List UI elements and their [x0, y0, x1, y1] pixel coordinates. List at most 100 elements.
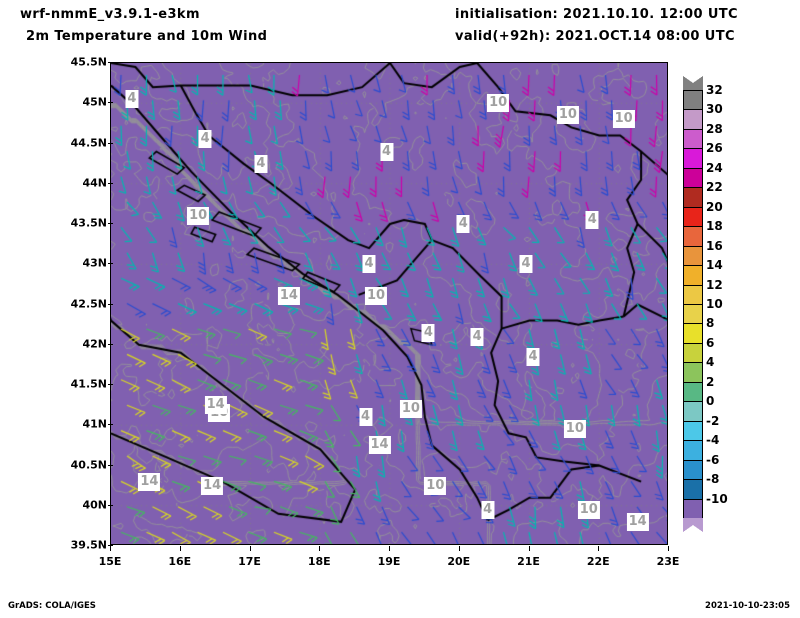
colorbar-tick-label: 16: [706, 238, 723, 253]
y-tick-label: 40N: [82, 498, 107, 512]
colorbar-tick-label: 26: [706, 141, 723, 156]
contour-value-label: 4: [362, 255, 376, 274]
x-tick-mark: [389, 546, 390, 551]
contour-value-label: 14: [204, 396, 227, 415]
colorbar-band: [683, 90, 703, 111]
y-tick-label: 42N: [82, 337, 107, 351]
temperature-wind-field: [111, 63, 667, 544]
contour-value-label: 10: [563, 420, 586, 439]
y-tick-mark: [108, 303, 113, 305]
x-tick-mark: [110, 546, 111, 551]
y-tick-mark: [108, 504, 113, 506]
colorbar-tick-label: 32: [706, 83, 723, 97]
contour-value-label: 4: [470, 327, 484, 346]
x-tick-mark: [458, 546, 460, 551]
x-tick-label: 21E: [517, 555, 540, 568]
colorbar-tick-label: 14: [706, 258, 723, 273]
contour-value-label: 4: [526, 347, 540, 366]
colorbar-band: [683, 226, 703, 247]
y-tick-label: 44N: [82, 176, 107, 190]
colorbar-band: [683, 304, 703, 325]
contour-value-label: 10: [399, 400, 422, 419]
colorbar-tick-label: 28: [706, 121, 723, 136]
contour-value-label: 14: [138, 472, 161, 491]
y-tick-label: 41N: [82, 417, 107, 431]
y-tick-label: 43N: [82, 256, 107, 270]
colorbar-tick-label: -2: [706, 413, 720, 428]
contour-value-label: 10: [556, 106, 579, 125]
contour-value-label: 14: [626, 512, 649, 531]
contour-value-label: 10: [365, 287, 388, 306]
x-axis: 15E 16E 17E 18E 19E 20E 21E 22E 23E: [99, 546, 679, 572]
y-tick-label: 40.5N: [70, 458, 107, 471]
contour-value-label: 14: [277, 287, 300, 306]
contour-value-label: 14: [368, 436, 391, 455]
colorbar-cap-bottom: [683, 518, 703, 532]
colorbar-labels: 32 30 28 26 24 22 20 18 16 14 12 10 8 6 4 2 0 -2 -4 -6 -8 -10: [706, 76, 766, 532]
model-title: wrf-nmmE_v3.9.1-e3km: [20, 7, 200, 22]
contour-value-label: 4: [125, 90, 139, 109]
contour-value-label: 4: [456, 215, 470, 233]
contour-value-label: 10: [577, 500, 600, 519]
colorbar-band: [683, 245, 703, 267]
colorbar-band: [683, 187, 703, 208]
colorbar-tick-label: 10: [706, 297, 723, 311]
map-plot-area[interactable]: 4444444444444410101010101010101010141414…: [110, 62, 668, 545]
x-tick-label: 19E: [377, 555, 401, 568]
colorbar-tick-label: 4: [706, 355, 715, 370]
contour-value-label: 10: [487, 94, 510, 113]
colorbar-band: [683, 109, 703, 130]
y-tick-label: 39.5N: [70, 538, 107, 552]
colorbar-band: [683, 401, 703, 422]
colorbar-tick-label: -8: [706, 472, 720, 487]
colorbar-band: [683, 206, 703, 228]
contour-value-label: 4: [198, 130, 212, 149]
x-tick-label: 18E: [307, 555, 331, 568]
field-title: 2m Temperature and 10m Wind: [26, 29, 268, 44]
y-tick-mark: [108, 424, 113, 426]
x-tick-mark: [249, 546, 251, 551]
y-axis: 39.5N 40N 40.5N 41N 41.5N 42N 42.5N 43N 43.5N 44N…: [0, 56, 113, 552]
y-tick-mark: [108, 464, 113, 466]
x-tick-label: 17E: [238, 555, 261, 568]
colorbar-band: [683, 381, 703, 403]
x-tick-mark: [668, 546, 669, 551]
colorbar-tick-label: -6: [706, 452, 720, 467]
initialisation-time: initialisation: 2021.10.10. 12:00 UTC: [455, 7, 738, 22]
colorbar-tick-label: 0: [706, 394, 715, 409]
footer-timestamp: 2021-10-10-23:05: [705, 601, 790, 611]
y-tick-mark: [108, 263, 113, 265]
y-tick-mark: [108, 182, 113, 184]
contour-value-label: 4: [519, 255, 533, 274]
colorbar-band: [683, 323, 703, 344]
colorbar-band: [683, 440, 703, 461]
colorbar-band: [683, 498, 703, 519]
colorbar-tick-label: 24: [706, 160, 723, 175]
y-tick-mark: [108, 102, 113, 104]
y-tick-mark: [108, 384, 113, 385]
y-tick-label: 41.5N: [70, 377, 107, 391]
y-tick-mark: [108, 142, 113, 144]
contour-value-label: 4: [421, 323, 435, 342]
valid-time: valid(+92h): 2021.OCT.14 08:00 UTC: [455, 29, 735, 44]
contour-value-label: 4: [481, 500, 495, 519]
colorbar-tick-label: -4: [706, 433, 720, 448]
colorbar-band: [683, 459, 703, 481]
x-tick-mark: [319, 546, 321, 551]
colorbar-band: [683, 265, 703, 286]
contour-value-label: 10: [187, 206, 210, 225]
contour-value-label: 10: [612, 110, 635, 129]
colorbar-tick-label: 18: [706, 219, 723, 234]
colorbar-band: [683, 148, 703, 169]
colorbar-tick-label: 6: [706, 335, 715, 350]
colorbar-tick-label: 2: [706, 374, 715, 389]
colorbar-band: [683, 167, 703, 189]
y-tick-mark: [108, 62, 113, 63]
colorbar-band: [683, 362, 703, 383]
x-tick-mark: [598, 546, 600, 551]
x-tick-label: 20E: [447, 555, 471, 568]
colorbar-tick-label: 22: [706, 180, 723, 195]
x-tick-mark: [528, 546, 530, 551]
colorbar: [683, 76, 703, 532]
y-tick-label: 42.5N: [70, 297, 107, 310]
